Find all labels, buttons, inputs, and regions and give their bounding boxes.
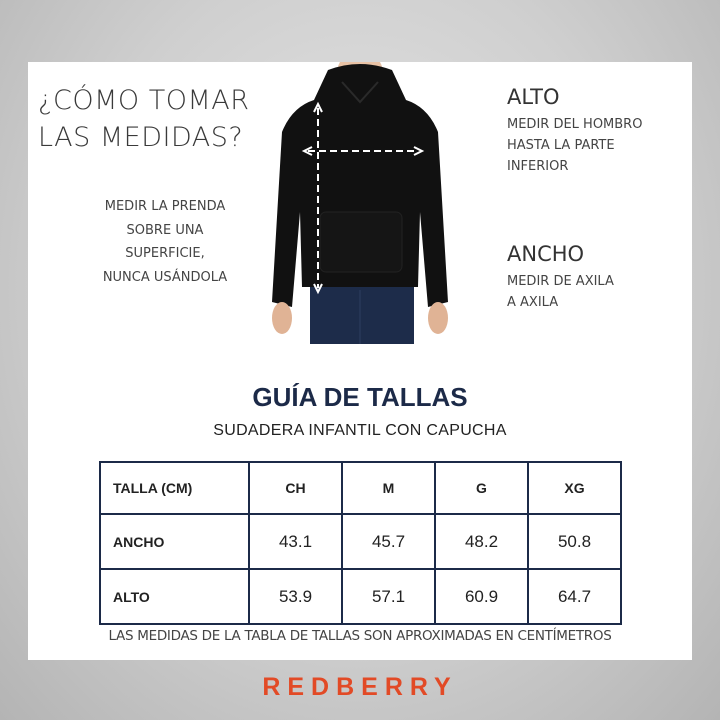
alto-line: INFERIOR <box>507 159 569 174</box>
table-cell: 48.2 <box>434 513 529 570</box>
ancho-instructions: ANCHO MEDIR DE AXILA A AXILA <box>507 242 614 313</box>
alto-line: MEDIR DEL HOMBRO <box>507 117 643 132</box>
note-line: MEDIR LA PRENDA <box>104 199 226 214</box>
table-row: ALTO 53.9 57.1 60.9 64.7 <box>99 568 622 625</box>
alto-line: HASTA LA PARTE <box>507 138 615 153</box>
size-guide-subtitle: SUDADERA INFANTIL CON CAPUCHA <box>213 422 507 439</box>
how-to-measure-heading: ¿CÓMO TOMAR LAS MEDIDAS? <box>38 82 249 156</box>
ancho-line: MEDIR DE AXILA <box>507 274 614 289</box>
header-cell: M <box>341 461 436 515</box>
alto-measure-arrow <box>313 101 323 295</box>
table-row: ANCHO 43.1 45.7 48.2 50.8 <box>99 513 622 570</box>
alto-title: ALTO <box>507 85 560 109</box>
table-cell: 57.1 <box>341 568 436 625</box>
header-cell: TALLA (CM) <box>99 461 250 515</box>
row-label: ALTO <box>99 568 250 625</box>
ancho-line: A AXILA <box>507 295 559 310</box>
brand-logo: REDBERRY <box>262 673 458 701</box>
table-cell: 50.8 <box>527 513 622 570</box>
note-line: SUPERFICIE, <box>125 246 205 261</box>
row-label: ANCHO <box>99 513 250 570</box>
heading-line: ¿CÓMO TOMAR <box>38 85 250 116</box>
header-cell: G <box>434 461 529 515</box>
size-table: TALLA (CM) CH M G XG ANCHO 43.1 45.7 48.… <box>99 461 622 625</box>
alto-instructions: ALTO MEDIR DEL HOMBRO HASTA LA PARTE INF… <box>507 85 642 177</box>
heading-line: LAS MEDIDAS? <box>38 122 244 153</box>
header-cell: CH <box>248 461 343 515</box>
table-cell: 45.7 <box>341 513 436 570</box>
hoodie-photo <box>268 62 452 344</box>
table-header-row: TALLA (CM) CH M G XG <box>99 461 622 515</box>
size-guide-title: GUÍA DE TALLAS <box>252 382 468 412</box>
note-line: SOBRE UNA <box>126 222 204 238</box>
table-cell: 43.1 <box>248 513 343 570</box>
table-cell: 64.7 <box>527 568 622 625</box>
header-cell: XG <box>527 461 622 515</box>
ancho-title: ANCHO <box>507 242 585 266</box>
table-cell: 53.9 <box>248 568 343 625</box>
footnote: LAS MEDIDAS DE LA TABLA DE TALLAS SON AP… <box>108 628 612 644</box>
table-cell: 60.9 <box>434 568 529 625</box>
note-line: NUNCA USÁNDOLA <box>102 269 228 285</box>
ancho-measure-arrow <box>301 146 425 156</box>
measure-note: MEDIR LA PRENDA SOBRE UNA SUPERFICIE, NU… <box>70 195 260 289</box>
